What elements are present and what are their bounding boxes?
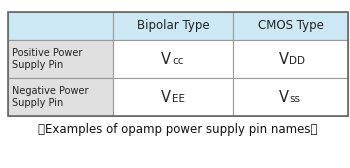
Text: CMOS Type: CMOS Type (258, 19, 323, 32)
Bar (233, 12, 348, 40)
Bar (8, 12, 113, 40)
Text: Negative Power
Supply Pin: Negative Power Supply Pin (12, 86, 89, 108)
Bar (8, 40, 113, 78)
Bar (113, 40, 233, 78)
Bar (233, 40, 348, 78)
Text: EE: EE (172, 94, 185, 104)
Text: V: V (161, 90, 171, 104)
Bar (8, 12, 348, 116)
Text: V: V (279, 52, 288, 67)
Text: 【Examples of opamp power supply pin names】: 【Examples of opamp power supply pin name… (38, 123, 318, 136)
Bar (113, 12, 233, 40)
Bar (233, 78, 348, 116)
Bar (113, 78, 233, 116)
Text: DD: DD (289, 56, 306, 67)
Text: Positive Power
Supply Pin: Positive Power Supply Pin (12, 48, 82, 70)
Text: ss: ss (289, 94, 301, 104)
Bar (8, 78, 113, 116)
Text: V: V (279, 90, 288, 104)
Text: Bipolar Type: Bipolar Type (137, 19, 209, 32)
Text: cc: cc (172, 56, 183, 67)
Text: V: V (161, 52, 171, 67)
